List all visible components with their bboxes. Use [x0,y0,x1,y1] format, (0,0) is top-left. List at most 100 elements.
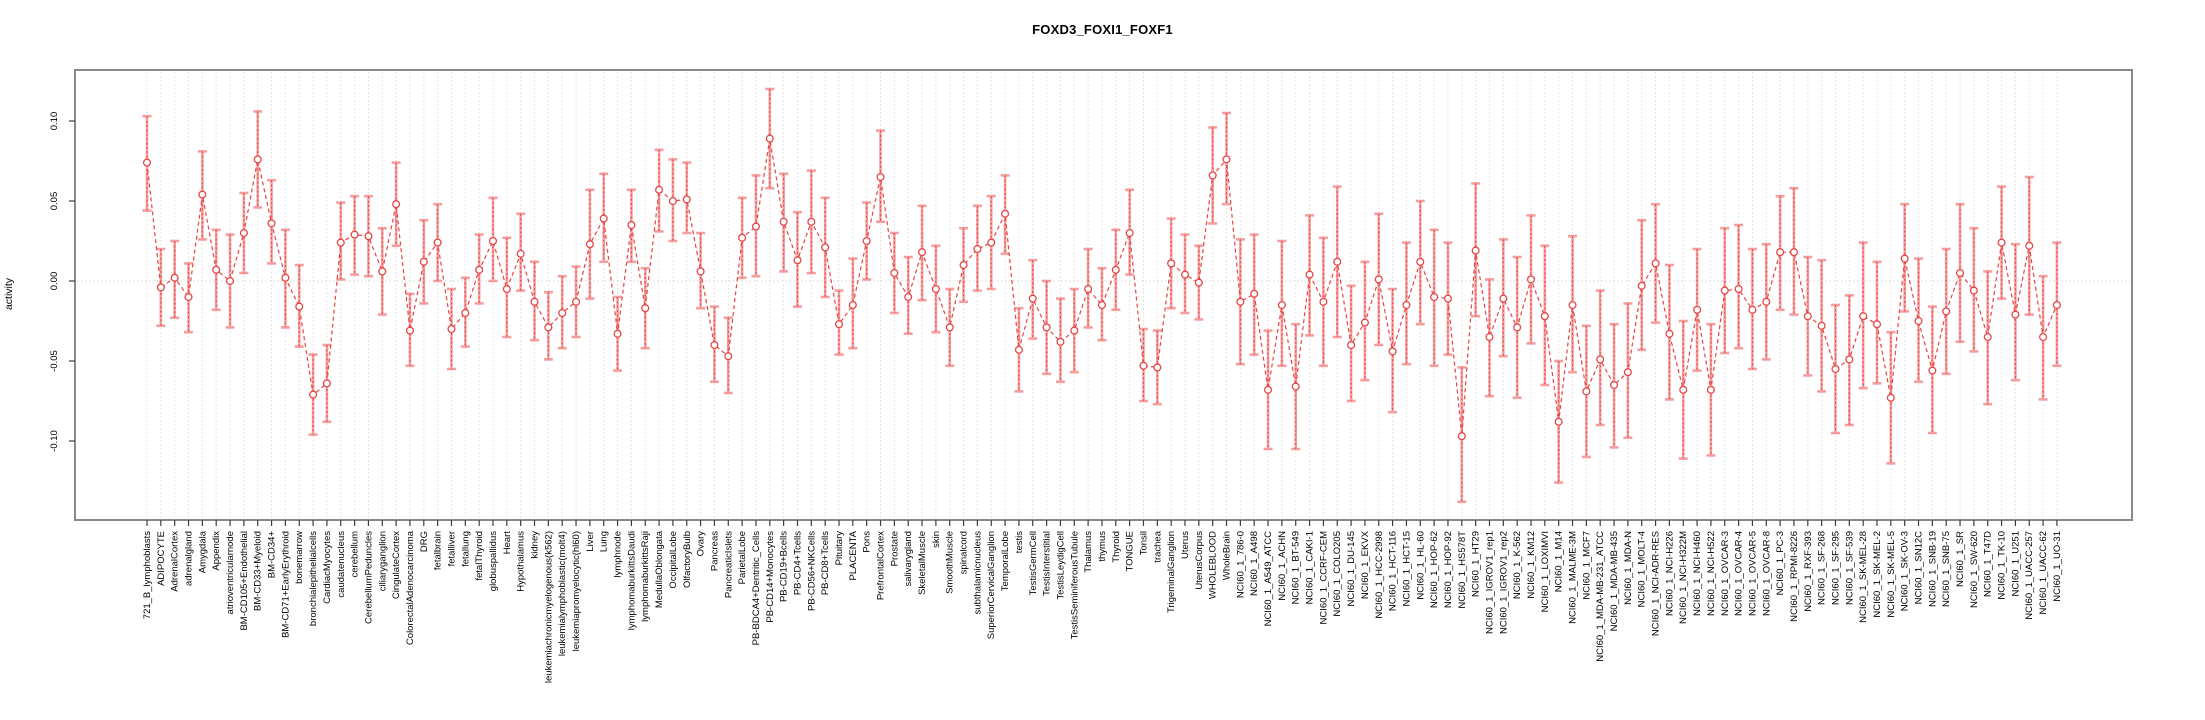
data-point [807,217,816,226]
data-point [502,284,511,294]
data-point [1042,323,1051,332]
data-point [1997,238,2006,247]
data-point [1831,364,1840,374]
data-point [1236,297,1245,306]
data-point [1111,265,1120,274]
data-point [1914,316,1923,326]
data-point [1319,297,1328,306]
data-point [931,284,940,294]
data-point [987,238,996,247]
x-tick-label: OlfactoryBulb [682,531,693,588]
data-point [1014,345,1023,354]
x-tick-label: PrefrontalCortex [876,531,887,600]
data-point [917,248,927,257]
data-point [433,238,442,247]
data-point [1886,393,1895,402]
x-tick-label: WHOLEBLOOD [1208,531,1219,599]
data-point [405,326,415,335]
data-point [724,352,733,361]
data-point [1250,289,1259,298]
data-point [1706,385,1715,394]
data-point [1983,332,1992,342]
data-point [738,233,747,242]
x-tick-label: ADIPOCYTE [156,531,167,586]
data-point [1734,284,1743,294]
x-tick-label: NCI60_1_A549_ATCC [1263,531,1274,627]
data-point [793,256,802,265]
x-tick-label: NCI60_1_MDA-N [1623,531,1634,605]
data-point [1167,259,1176,268]
x-tick-label: lymphomaburkittsDaudi [626,531,637,630]
x-tick-label: NCI60_1_SNB-19 [1927,531,1938,607]
data-point [336,238,345,247]
x-tick-label: fetalliver [446,531,457,566]
x-tick-label: PB-BDCA4+Dentritic_Cells [751,531,762,646]
data-point [904,292,913,302]
data-point [2025,241,2034,250]
data-point [1665,329,1674,338]
data-point [1554,417,1563,426]
data-point [1028,294,1037,303]
x-tick-label: TrigeminalGanglion [1166,531,1177,613]
data-point [1222,155,1231,164]
x-tick-label: PB-CD14+Monocytes [765,531,776,623]
data-point [2039,332,2048,342]
x-tick-label: PB-CD56+NKCells [806,531,817,611]
x-tick-label: PB-CD19+Bcells [779,531,790,602]
x-tick-label: NCI60_1_RPMI-8226 [1789,531,1800,622]
x-tick-label: PLACENTA [848,530,859,580]
x-tick-label: NCI60_1_MDA-MB-231_ATCC [1595,531,1606,662]
x-tick-label: NCI60_1_A498 [1249,531,1260,596]
y-tick-label: 0.05 [49,192,60,211]
x-tick-label: Heart [502,531,513,555]
data-point [890,268,899,278]
data-point [322,379,331,388]
data-point [1762,297,1771,306]
data-point [447,324,456,334]
data-point [1001,209,1010,218]
x-tick-label: NCI60_1_MDA-MB-435 [1609,531,1620,631]
x-tick-label: NCI60_1_BT-549 [1291,531,1302,604]
x-tick-label: NCI60_1_NCI-ADR-RES [1651,531,1662,636]
x-tick-label: Prostate [889,531,900,566]
x-tick-label: TestisSeminiferousTubule [1069,531,1080,639]
x-tick-label: 721_B_lymphoblasts [142,531,153,619]
data-point [710,340,719,350]
data-point [1291,382,1300,391]
x-tick-label: NCI60_1_IGROV1_rep1 [1484,531,1495,634]
error-bars [142,87,2062,504]
data-point [862,236,871,246]
x-tick-label: Pituitary [834,531,845,566]
data-point [1596,355,1605,364]
data-point [1845,355,1854,364]
x-tick-label: TemporalLobe [1000,531,1011,591]
data-point [1900,254,1909,263]
x-tick-label: kidney [530,531,541,559]
x-tick-label: CingulateCortex [391,531,402,599]
x-tick-label: trachea [1152,530,1163,562]
x-tick-label: NCI60_1_NCI-H522 [1706,531,1717,616]
data-point [1056,337,1065,346]
x-tick-label: lymphomaburkittsRaji [640,531,651,622]
data-point [696,267,705,276]
data-point [1443,294,1453,303]
data-point [1430,292,1439,302]
data-point [1070,326,1079,335]
x-tick-label: NCI60_1_OVCAR-5 [1747,531,1758,616]
x-tick-label: NCI60_1_OVCAR-4 [1734,531,1745,616]
x-tick-label: NCI60_1_NCI-H226 [1664,531,1675,616]
x-tick-label: NCI60_1_HT29 [1471,531,1482,597]
data-point [1333,257,1342,266]
x-tick-label: Thalamus [1083,531,1094,573]
data-point [1582,387,1591,396]
x-tick-label: NCI60_1_HOP-92 [1443,531,1454,608]
data-point [378,267,387,276]
x-tick-label: NCI60_1_EKVX [1360,530,1371,599]
x-tick-label: Appendix [211,531,222,571]
x-tick-label: WholeBrain [1222,531,1233,580]
x-tick-label: caudatenucleus [336,531,347,598]
x-tick-label: NCI60_1_HS578T [1457,531,1468,609]
data-point [2011,310,2020,319]
data-point [1651,259,1660,268]
